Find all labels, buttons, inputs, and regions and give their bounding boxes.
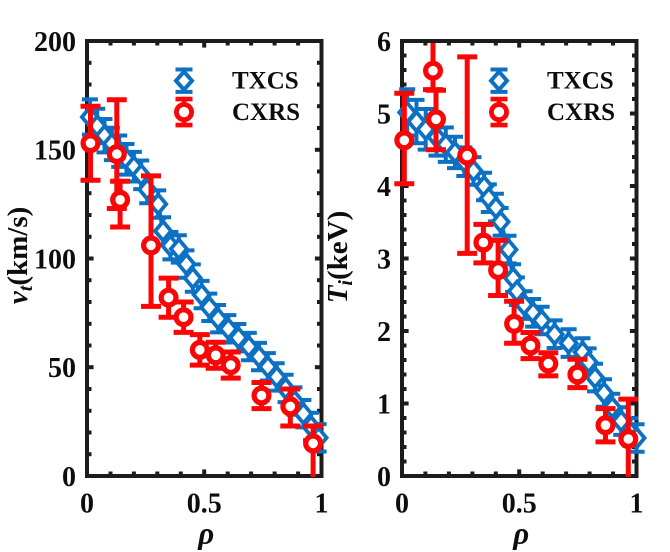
svg-text:4: 4 [377,172,391,203]
svg-text:200: 200 [34,27,76,58]
svg-text:TXCS: TXCS [547,68,614,95]
svg-text:3: 3 [377,244,391,275]
svg-text:1: 1 [377,389,391,420]
svg-text:1: 1 [630,489,644,520]
svg-text:Ti(keV): Ti(keV) [322,211,357,304]
svg-text:0: 0 [377,462,391,493]
svg-text:ρ: ρ [512,516,529,551]
svg-text:0: 0 [395,489,409,520]
svg-text:50: 50 [48,353,76,384]
svg-text:0.5: 0.5 [187,489,222,520]
svg-text:CXRS: CXRS [547,99,615,126]
svg-text:0: 0 [80,489,94,520]
svg-text:6: 6 [377,27,391,58]
svg-text:1: 1 [315,489,329,520]
svg-text:CXRS: CXRS [232,99,300,126]
svg-text:vt(km/s): vt(km/s) [2,207,37,304]
svg-text:2: 2 [377,317,391,348]
svg-text:150: 150 [34,136,76,167]
svg-text:100: 100 [34,244,76,275]
svg-text:TXCS: TXCS [232,68,299,95]
svg-text:0: 0 [62,462,76,493]
svg-text:ρ: ρ [197,516,214,551]
svg-text:5: 5 [377,99,391,130]
svg-text:0.5: 0.5 [502,489,537,520]
